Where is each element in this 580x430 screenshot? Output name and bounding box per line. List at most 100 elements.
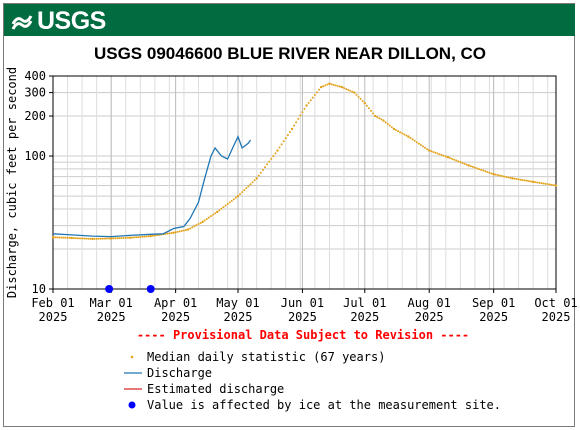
- median-daily-point: [482, 169, 485, 172]
- median-daily-point: [230, 199, 233, 202]
- median-daily-point: [56, 236, 59, 239]
- median-daily-point: [430, 150, 433, 153]
- median-daily-point: [288, 130, 291, 133]
- median-daily-point: [478, 168, 481, 171]
- median-daily-point: [147, 235, 150, 238]
- median-daily-point: [145, 235, 148, 238]
- median-daily-point: [91, 237, 94, 240]
- graph-frame: [3, 3, 575, 427]
- median-daily-point: [303, 107, 306, 110]
- median-daily-point: [392, 127, 395, 130]
- median-daily-point: [496, 174, 499, 177]
- median-daily-point: [52, 236, 54, 239]
- median-daily-point: [409, 137, 412, 140]
- median-daily-point: [126, 236, 129, 239]
- median-daily-point: [266, 163, 269, 166]
- x-tick-year-label: 2025: [97, 310, 126, 324]
- median-daily-point: [459, 161, 462, 164]
- median-daily-point: [58, 236, 61, 239]
- median-daily-point: [498, 174, 501, 177]
- median-daily-point: [222, 206, 225, 209]
- median-daily-point: [259, 171, 262, 174]
- median-daily-point: [413, 139, 416, 142]
- median-daily-point: [64, 236, 67, 239]
- median-daily-point: [500, 175, 503, 178]
- median-daily-point: [174, 231, 177, 234]
- x-tick-year-label: 2025: [39, 310, 68, 324]
- median-daily-point: [189, 227, 192, 230]
- median-daily-point: [212, 213, 215, 216]
- ice-affected-marker: [105, 285, 114, 293]
- median-daily-point: [552, 184, 555, 187]
- usgs-logo-text: USGS: [37, 7, 106, 35]
- median-daily-point: [81, 237, 84, 240]
- median-daily-point: [191, 226, 194, 229]
- median-daily-point: [207, 216, 210, 219]
- median-daily-point: [455, 159, 458, 162]
- median-daily-point: [328, 82, 331, 85]
- median-daily-point: [97, 237, 100, 240]
- median-daily-point: [372, 112, 375, 115]
- series-discharge-line: [52, 134, 252, 238]
- x-tick-year-label: 2025: [542, 310, 571, 324]
- median-daily-point: [187, 228, 190, 231]
- median-daily-point: [255, 177, 258, 180]
- ice-affected-marker: [146, 285, 155, 293]
- median-daily-point: [523, 179, 526, 182]
- median-daily-point: [511, 177, 514, 180]
- median-daily-point: [112, 237, 115, 240]
- median-daily-point: [313, 93, 316, 96]
- x-tick-label: May 01: [216, 296, 259, 310]
- median-daily-point: [268, 160, 271, 163]
- median-daily-point: [394, 129, 397, 132]
- median-daily-point: [546, 183, 549, 186]
- median-daily-point: [536, 181, 539, 184]
- legend-label: Value is affected by ice at the measurem…: [147, 398, 501, 412]
- median-daily-point: [83, 237, 86, 240]
- y-tick-label: 100: [24, 149, 46, 163]
- median-daily-point: [79, 237, 82, 240]
- median-daily-point: [62, 236, 65, 239]
- median-daily-point: [120, 237, 123, 240]
- usgs-banner: USGS: [4, 4, 575, 36]
- median-daily-point: [195, 224, 198, 227]
- median-daily-point: [473, 166, 476, 169]
- legend-label: Median daily statistic (67 years): [147, 350, 385, 364]
- median-daily-point: [178, 230, 181, 233]
- median-daily-point: [245, 187, 248, 190]
- median-daily-point: [424, 146, 427, 149]
- median-daily-point: [118, 237, 121, 240]
- median-daily-point: [347, 88, 350, 91]
- median-daily-point: [209, 215, 212, 218]
- median-daily-point: [274, 152, 277, 155]
- median-daily-point: [74, 237, 77, 240]
- median-daily-point: [72, 237, 75, 240]
- median-daily-point: [282, 140, 285, 143]
- median-daily-point: [261, 168, 264, 171]
- median-daily-point: [440, 153, 443, 156]
- median-daily-point: [359, 97, 362, 100]
- median-daily-point: [382, 119, 385, 122]
- x-tick-label: Jun 01: [281, 296, 324, 310]
- median-daily-point: [276, 149, 279, 152]
- median-daily-point: [351, 90, 354, 93]
- median-daily-point: [232, 198, 235, 201]
- median-daily-point: [106, 237, 109, 240]
- median-daily-point: [527, 180, 530, 183]
- median-daily-point: [216, 210, 219, 213]
- median-daily-point: [519, 178, 522, 181]
- median-daily-point: [476, 167, 479, 170]
- median-daily-point: [76, 237, 79, 240]
- median-daily-point: [332, 83, 335, 86]
- chart-title: USGS 09046600 BLUE RIVER NEAR DILLON, CO: [94, 44, 486, 63]
- legend-median-swatch: [130, 355, 134, 359]
- median-daily-point: [515, 178, 518, 181]
- median-daily-point: [280, 143, 283, 146]
- median-daily-point: [257, 174, 260, 177]
- median-daily-point: [93, 237, 96, 240]
- median-daily-point: [224, 204, 227, 207]
- median-daily-point: [342, 87, 345, 90]
- median-daily-point: [60, 236, 63, 239]
- legend-marker-swatch: [128, 401, 136, 409]
- legend-label: Discharge: [147, 366, 212, 380]
